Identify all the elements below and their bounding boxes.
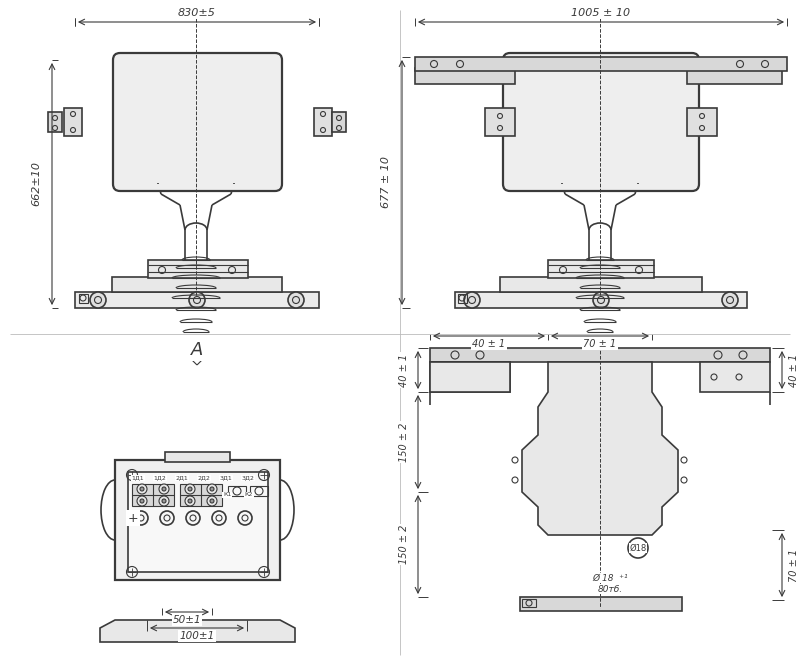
- FancyBboxPatch shape: [503, 53, 699, 191]
- Bar: [250, 486, 268, 496]
- Bar: [430, 348, 770, 362]
- Text: 3Д1: 3Д1: [220, 476, 232, 480]
- Circle shape: [288, 292, 304, 308]
- FancyBboxPatch shape: [113, 53, 282, 191]
- Bar: [455, 292, 747, 308]
- Text: A: A: [191, 341, 203, 359]
- Text: 80тб.: 80тб.: [598, 584, 622, 594]
- Circle shape: [185, 496, 195, 506]
- Bar: [48, 112, 62, 132]
- Bar: [332, 112, 346, 132]
- Text: Ø18: Ø18: [630, 544, 646, 552]
- Text: 1005 ± 10: 1005 ± 10: [571, 8, 630, 18]
- Text: 40 ± 1: 40 ± 1: [473, 339, 506, 349]
- Text: 40 ± 1: 40 ± 1: [789, 354, 799, 387]
- Text: 50±1: 50±1: [173, 615, 202, 625]
- Text: 70 ± 1: 70 ± 1: [583, 339, 617, 349]
- Bar: [500, 277, 702, 292]
- Bar: [458, 294, 467, 303]
- Bar: [430, 362, 510, 392]
- Bar: [415, 68, 515, 84]
- Bar: [228, 486, 246, 496]
- Circle shape: [593, 292, 609, 308]
- Circle shape: [189, 292, 205, 308]
- Bar: [687, 68, 782, 84]
- Text: 1Д2: 1Д2: [154, 476, 166, 480]
- Circle shape: [722, 292, 738, 308]
- Bar: [430, 362, 510, 392]
- Bar: [64, 108, 82, 136]
- Text: 2Д2: 2Д2: [198, 476, 210, 480]
- Bar: [132, 484, 174, 506]
- Circle shape: [207, 496, 217, 506]
- Bar: [128, 472, 268, 572]
- Circle shape: [140, 499, 144, 503]
- Circle shape: [188, 487, 192, 491]
- Circle shape: [210, 499, 214, 503]
- Bar: [148, 260, 248, 278]
- Bar: [522, 599, 536, 607]
- Text: Ø 18  ⁺¹: Ø 18 ⁺¹: [592, 574, 628, 582]
- Text: 70 ± 1: 70 ± 1: [789, 548, 799, 582]
- Bar: [687, 108, 717, 136]
- Bar: [700, 362, 770, 392]
- Circle shape: [185, 484, 195, 494]
- Circle shape: [137, 496, 147, 506]
- Text: 677 ± 10: 677 ± 10: [381, 157, 391, 209]
- Circle shape: [159, 496, 169, 506]
- Circle shape: [207, 484, 217, 494]
- Circle shape: [162, 487, 166, 491]
- Polygon shape: [100, 620, 295, 642]
- Bar: [485, 108, 515, 136]
- Text: К1: К1: [223, 492, 231, 498]
- Text: 2Д1: 2Д1: [176, 476, 188, 480]
- Text: 150 ± 2: 150 ± 2: [399, 525, 409, 564]
- Bar: [115, 460, 280, 580]
- Text: 3Д2: 3Д2: [242, 476, 254, 480]
- Circle shape: [464, 292, 480, 308]
- Bar: [415, 57, 787, 71]
- Text: +: +: [128, 512, 138, 524]
- Text: 40 ± 1: 40 ± 1: [399, 354, 409, 387]
- Bar: [314, 108, 332, 136]
- Circle shape: [140, 487, 144, 491]
- Bar: [548, 260, 654, 278]
- Circle shape: [159, 484, 169, 494]
- Circle shape: [90, 292, 106, 308]
- Circle shape: [162, 499, 166, 503]
- Text: 662±10: 662±10: [31, 161, 41, 207]
- Circle shape: [188, 499, 192, 503]
- Bar: [75, 292, 319, 308]
- Circle shape: [210, 487, 214, 491]
- Bar: [520, 597, 682, 611]
- Circle shape: [137, 484, 147, 494]
- Text: 830±5: 830±5: [178, 8, 216, 18]
- Polygon shape: [522, 362, 678, 535]
- Text: 1Д1: 1Д1: [132, 476, 144, 480]
- Bar: [165, 452, 230, 462]
- Text: 100±1: 100±1: [179, 631, 214, 641]
- Bar: [180, 484, 222, 506]
- Bar: [79, 294, 88, 303]
- Text: К2: К2: [245, 492, 253, 498]
- Bar: [112, 277, 282, 292]
- Text: 150 ± 2: 150 ± 2: [399, 422, 409, 462]
